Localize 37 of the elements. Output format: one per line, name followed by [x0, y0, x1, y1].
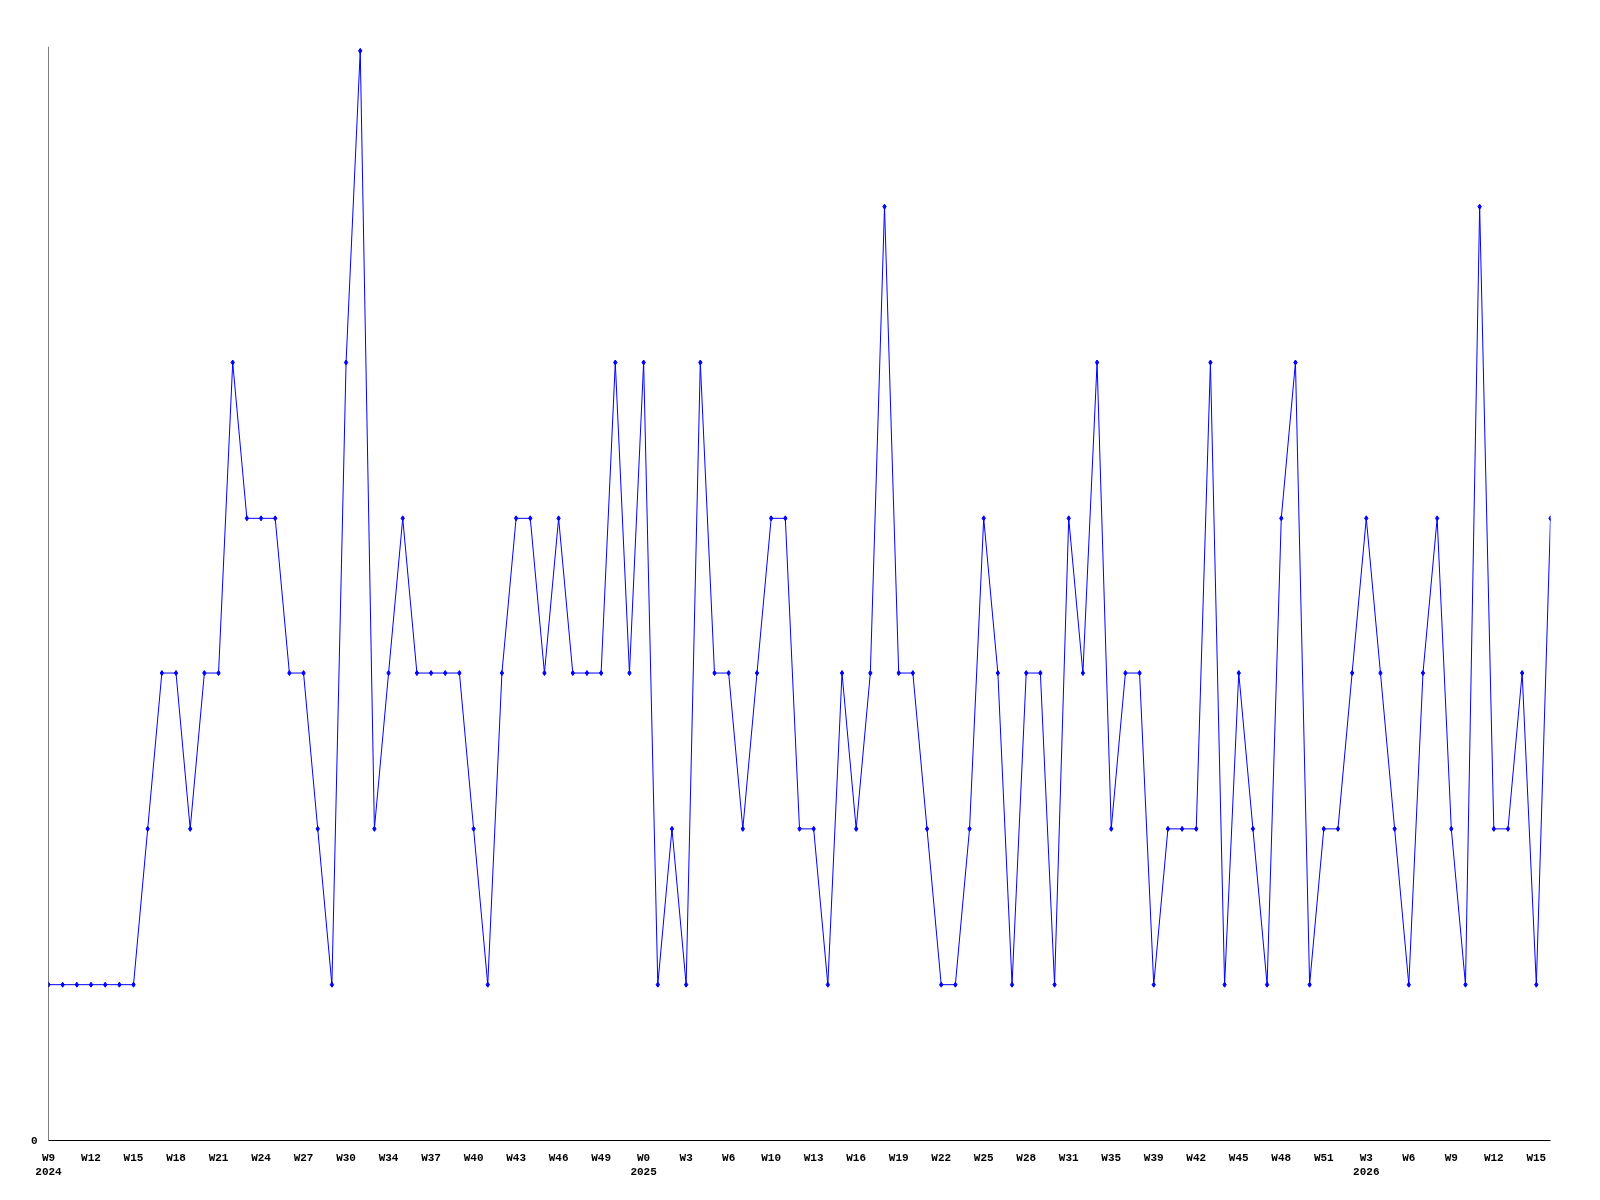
x-tick-label: W28 — [1016, 1151, 1037, 1164]
x-tick-label: W48 — [1271, 1151, 1292, 1164]
x-tick-label: W18 — [166, 1151, 187, 1164]
x-tick-label: W24 — [251, 1151, 272, 1164]
x-tick-label: W34 — [378, 1151, 399, 1164]
x-tick-label: W43 — [506, 1151, 527, 1164]
x-tick-label: W25 — [973, 1151, 995, 1164]
x-tick-label: W40 — [463, 1151, 484, 1164]
x-tick-label: W31 — [1058, 1151, 1080, 1164]
x-tick-label: W6 — [1402, 1151, 1416, 1164]
x-tick-label: W27 — [293, 1151, 314, 1164]
x-tick-label: W13 — [803, 1151, 824, 1164]
x-tick-label: W51 — [1313, 1151, 1335, 1164]
text: 0 — [30, 1135, 38, 1147]
x-tick-label: W12 — [1483, 1151, 1504, 1164]
x-tick-label: W35 — [1101, 1151, 1122, 1164]
x-tick-label: W30 — [336, 1151, 356, 1164]
x-tick-label: W19 — [888, 1151, 909, 1164]
x-tick-label: W16 — [846, 1151, 867, 1164]
x-tick-label: W9 — [1444, 1151, 1458, 1164]
x-tick-label: W3 — [679, 1151, 694, 1164]
x-tick-label: W45 — [1228, 1151, 1250, 1164]
x-tick-label: W46 — [548, 1151, 569, 1164]
x-tick-label: W10 — [761, 1151, 782, 1164]
x-tick-label: W3 2026 — [1353, 1151, 1380, 1178]
x-tick-label: W37 — [421, 1151, 441, 1164]
x-tick-label: W9 2024 — [35, 1151, 63, 1178]
x-tick-label: W6 — [722, 1151, 736, 1164]
x-tick-label: W0 2025 — [630, 1151, 658, 1178]
x-tick-label: W15 — [123, 1151, 144, 1164]
x-tick-label: W49 — [591, 1151, 612, 1164]
x-tick-label: W12 — [81, 1151, 101, 1164]
x-tick-label: W21 — [208, 1151, 229, 1164]
x-tick-label: W39 — [1143, 1151, 1164, 1164]
x-tick-label: W15 — [1526, 1151, 1547, 1164]
x-tick-label: W22 — [931, 1151, 952, 1164]
x-tick-label: W42 — [1186, 1151, 1207, 1164]
